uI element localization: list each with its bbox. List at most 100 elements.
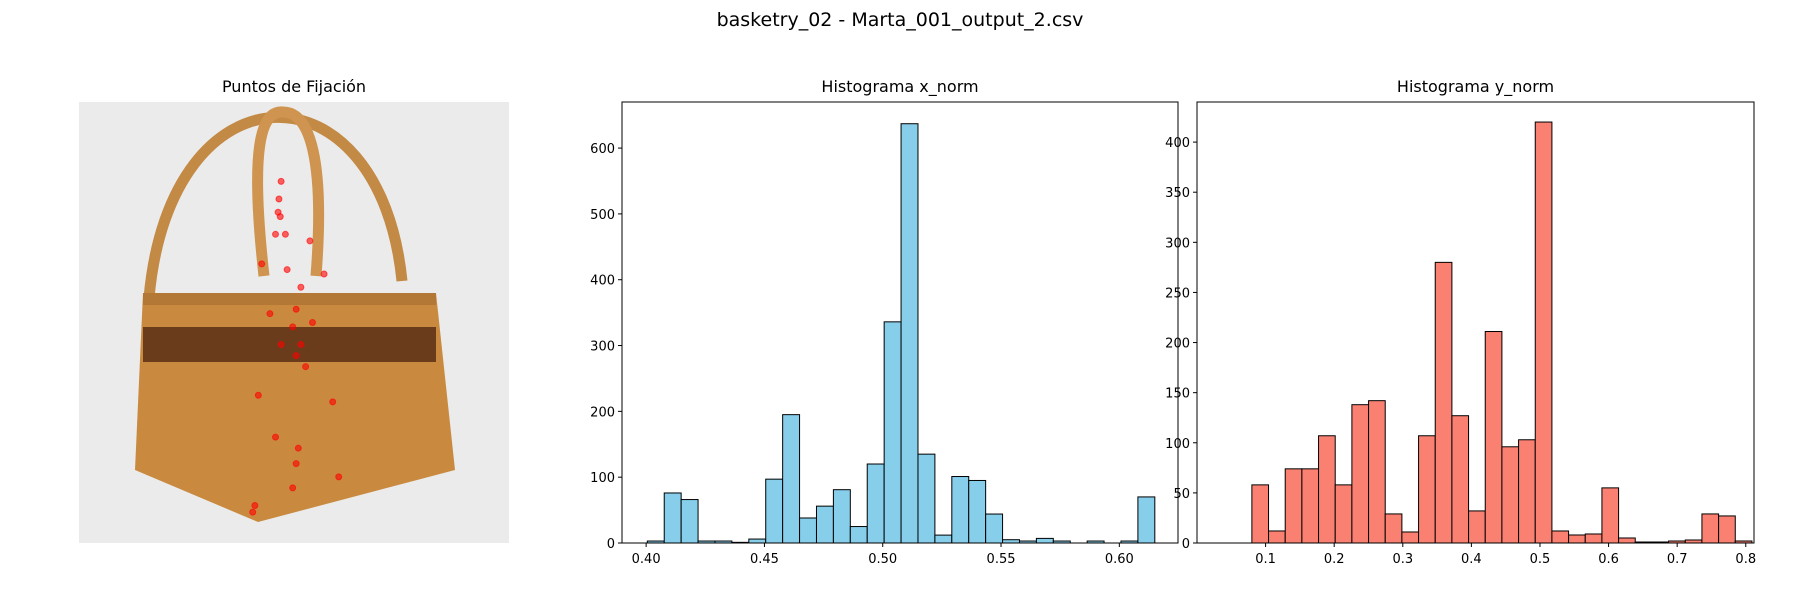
y-tick-label: 200 (590, 405, 615, 420)
bar (1418, 435, 1436, 544)
fixation-point (297, 283, 305, 291)
bar (1251, 484, 1270, 544)
subplot-title: Puntos de Fijación (222, 77, 366, 96)
x-tick-label: 0.4 (1461, 552, 1482, 567)
bar (1551, 530, 1570, 544)
bar (799, 517, 817, 544)
axes-frame (621, 101, 1179, 544)
subplot-title: Histograma y_norm (1397, 77, 1554, 97)
fixation-point (258, 260, 266, 268)
fixation-point (306, 237, 314, 245)
fixation-point (277, 177, 285, 185)
subplot-title: Histograma x_norm (821, 77, 978, 97)
bar (1718, 515, 1736, 544)
y-tick-label: 200 (1165, 337, 1190, 352)
bar (748, 538, 767, 544)
x-tick-label: 0.45 (750, 552, 779, 567)
bar (782, 414, 801, 544)
fixation-point (277, 341, 285, 349)
fixation-point (251, 502, 259, 510)
bar (985, 513, 1004, 544)
y-tick-label: 0 (607, 537, 615, 552)
x-tick-label: 0.7 (1667, 552, 1688, 567)
x-tick-label: 0.3 (1392, 552, 1413, 567)
basket-band (143, 327, 436, 362)
bar (849, 526, 868, 544)
bar (1301, 468, 1320, 544)
axes-frame (1196, 101, 1755, 544)
bar (1484, 331, 1503, 544)
bar (1534, 121, 1553, 544)
bar (1035, 537, 1054, 544)
y-tick-label: 300 (1165, 236, 1190, 251)
bar (1284, 468, 1303, 544)
fixation-point (289, 484, 297, 492)
y-tick-label: 0 (1182, 537, 1190, 552)
bar (1701, 513, 1720, 544)
bar (968, 479, 987, 544)
bar (1584, 533, 1603, 544)
figure-title: basketry_02 - Marta_001_output_2.csv (717, 9, 1084, 31)
y-tick-label: 400 (590, 274, 615, 289)
y-tick-label: 100 (590, 471, 615, 486)
bar (883, 321, 902, 544)
fixation-point (292, 460, 300, 468)
basket-handle (252, 106, 325, 277)
fixation-point (308, 319, 316, 326)
fixation-point (289, 323, 297, 331)
fixation-point (320, 270, 328, 278)
fixation-point (329, 398, 337, 406)
y-tick-label: 400 (1165, 136, 1190, 151)
bar (1618, 537, 1636, 544)
bar (1468, 510, 1486, 544)
fixation-point (292, 352, 300, 360)
y-tick-label: 350 (1165, 186, 1190, 201)
fixation-point (276, 213, 284, 221)
fixation-point (297, 341, 305, 349)
y-tick-label: 150 (1165, 387, 1190, 402)
bar (680, 499, 699, 544)
y-tick-label: 100 (1165, 437, 1190, 452)
bar (866, 463, 885, 544)
x-tick-label: 0.2 (1324, 552, 1345, 567)
x-tick-label: 0.1 (1255, 552, 1276, 567)
bar (1334, 484, 1353, 544)
bar (1384, 513, 1403, 544)
fixation-point (294, 444, 302, 452)
bar (1518, 439, 1536, 544)
fixation-point (335, 473, 343, 481)
bar (1434, 261, 1453, 544)
bar (815, 505, 834, 544)
bar (663, 492, 682, 544)
x-tick-label: 0.40 (632, 552, 661, 567)
fixation-point (254, 391, 262, 399)
y-tick-label: 50 (1173, 487, 1190, 502)
bar (900, 123, 919, 544)
y-tick-label: 250 (1165, 286, 1190, 301)
fixation-point (249, 508, 257, 516)
bar (1368, 400, 1386, 544)
bar (917, 453, 936, 544)
x-tick-label: 0.6 (1598, 552, 1619, 567)
fixation-point (302, 363, 310, 371)
y-tick-label: 500 (590, 208, 615, 223)
y-tick-label: 300 (590, 340, 615, 355)
bar (1268, 530, 1286, 544)
x-tick-label: 0.8 (1735, 552, 1756, 567)
bar (934, 534, 953, 544)
bar (1351, 404, 1370, 544)
fixation-point (275, 195, 283, 203)
x-tick-label: 0.50 (868, 552, 897, 567)
y-tick-label: 600 (590, 142, 615, 157)
bar (951, 476, 970, 544)
photo (79, 102, 509, 543)
x-tick-label: 0.55 (987, 552, 1016, 567)
fixation-point (272, 433, 280, 441)
fixation-point (292, 305, 300, 313)
bar (1137, 496, 1156, 544)
basket-rim (143, 293, 436, 305)
bar (765, 478, 784, 544)
x-tick-label: 0.5 (1530, 552, 1551, 567)
bar (832, 489, 851, 544)
